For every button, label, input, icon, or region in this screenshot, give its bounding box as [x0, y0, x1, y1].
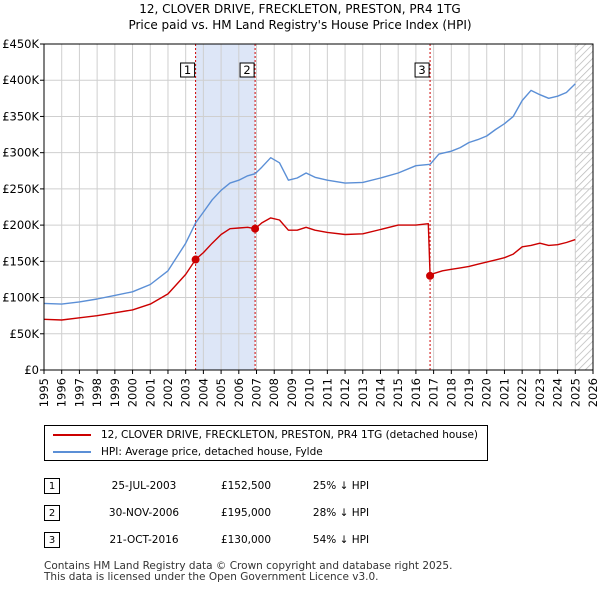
x-tick-label: 2012	[338, 378, 352, 407]
x-tick-label: 1999	[108, 378, 122, 407]
transaction-date: 25-JUL-2003	[111, 479, 177, 492]
transaction-price: £195,000	[220, 506, 272, 519]
x-tick-label: 1995	[37, 378, 51, 407]
x-tick-label: 2003	[179, 378, 193, 407]
x-tick-label: 2022	[515, 378, 529, 407]
footer-attribution: Contains HM Land Registry data © Crown c…	[44, 561, 452, 583]
transaction-label-box	[239, 62, 255, 78]
x-tick-label: 2008	[267, 378, 281, 407]
x-tick-label: 2009	[285, 378, 299, 407]
x-tick-label: 2013	[356, 378, 370, 407]
x-tick-label: 2019	[462, 378, 476, 407]
x-tick-label: 2010	[303, 378, 317, 407]
transaction-date: 21-OCT-2016	[109, 533, 179, 546]
y-tick-label: £350K	[2, 109, 39, 123]
transaction-date: 30-NOV-2006	[108, 506, 180, 519]
legend-swatch-property	[53, 434, 91, 436]
forecast-hatch	[575, 44, 593, 370]
y-tick-label: £300K	[2, 146, 39, 160]
x-tick-label: 2026	[586, 378, 600, 407]
transaction-label-box	[414, 62, 430, 78]
chart-legend: 12, CLOVER DRIVE, FRECKLETON, PRESTON, P…	[44, 425, 488, 461]
x-tick-label: 2017	[427, 378, 441, 407]
x-tick-label: 2023	[533, 378, 547, 407]
sale-point-marker	[251, 224, 260, 233]
x-tick-label: 2014	[373, 378, 387, 407]
sale-point-marker	[426, 271, 435, 280]
legend-item-property: 12, CLOVER DRIVE, FRECKLETON, PRESTON, P…	[53, 427, 478, 443]
y-tick-label: £0	[24, 363, 39, 377]
y-tick-label: £450K	[2, 37, 39, 51]
property-series-line	[43, 217, 576, 321]
x-tick-label: 1997	[72, 378, 86, 407]
x-tick-label: 2024	[551, 378, 565, 407]
y-tick-label: £100K	[2, 291, 39, 305]
x-tick-label: 2000	[126, 378, 140, 407]
ownership-shade	[195, 44, 256, 370]
x-tick-label: 1996	[55, 378, 69, 407]
transaction-price: £130,000	[220, 533, 272, 546]
x-tick-label: 2015	[391, 378, 405, 407]
transaction-label-text: 2	[243, 63, 250, 77]
table-row: 2 30-NOV-2006 £195,000 28% ↓ HPI	[44, 499, 386, 526]
plot-frame	[43, 43, 594, 371]
x-tick-label: 2011	[320, 378, 334, 407]
x-tick-label: 2002	[161, 378, 175, 407]
table-row: 3 21-OCT-2016 £130,000 54% ↓ HPI	[44, 526, 386, 553]
chart-subtitle: Price paid vs. HM Land Registry's House …	[128, 18, 472, 32]
transaction-hpi-delta: 28% ↓ HPI	[312, 506, 370, 519]
chart-title: 12, CLOVER DRIVE, FRECKLETON, PRESTON, P…	[139, 2, 461, 16]
y-tick-label: £150K	[2, 254, 39, 268]
x-tick-label: 2001	[143, 378, 157, 407]
footer-licence: This data is licensed under the Open Gov…	[44, 571, 379, 583]
x-tick-label: 2007	[250, 378, 264, 407]
x-tick-label: 2018	[444, 378, 458, 407]
transaction-price: £152,500	[220, 479, 272, 492]
transaction-label-box	[180, 62, 196, 78]
legend-label-hpi: HPI: Average price, detached house, Fyld…	[101, 446, 323, 458]
legend-swatch-hpi	[53, 451, 91, 453]
sale-point-marker	[191, 255, 200, 264]
y-tick-label: £200K	[2, 218, 39, 232]
y-tick-label: £250K	[2, 182, 39, 196]
x-tick-label: 2021	[497, 378, 511, 407]
legend-item-hpi: HPI: Average price, detached house, Fyld…	[53, 444, 323, 460]
legend-label-property: 12, CLOVER DRIVE, FRECKLETON, PRESTON, P…	[101, 429, 478, 441]
transaction-number-badge: 3	[44, 531, 60, 548]
table-row: 1 25-JUL-2003 £152,500 25% ↓ HPI	[44, 472, 386, 499]
transactions-table: 1 25-JUL-2003 £152,500 25% ↓ HPI 2 30-NO…	[44, 472, 386, 553]
x-tick-label: 2004	[196, 378, 210, 407]
y-tick-label: £400K	[2, 73, 39, 87]
y-tick-label: £50K	[10, 327, 40, 341]
hpi-series-line	[43, 83, 576, 305]
x-tick-label: 1998	[90, 378, 104, 407]
x-tick-label: 2020	[480, 378, 494, 407]
x-tick-label: 2006	[232, 378, 246, 407]
transaction-hpi-delta: 25% ↓ HPI	[312, 479, 370, 492]
transaction-number-badge: 2	[44, 504, 60, 521]
x-tick-label: 2016	[409, 378, 423, 407]
transaction-label-text: 3	[418, 63, 425, 77]
transaction-hpi-delta: 54% ↓ HPI	[312, 533, 370, 546]
price-chart: 1 2 3 £0 £50K £100K £150K £200K £250K £300K £350K…	[2, 37, 600, 407]
transaction-label-text: 1	[184, 63, 191, 77]
x-tick-label: 2005	[214, 378, 228, 407]
plot-area	[44, 44, 593, 370]
x-tick-label: 2025	[568, 378, 582, 407]
transaction-number-badge: 1	[44, 477, 60, 494]
footer-copyright: Contains HM Land Registry data © Crown c…	[44, 560, 453, 572]
